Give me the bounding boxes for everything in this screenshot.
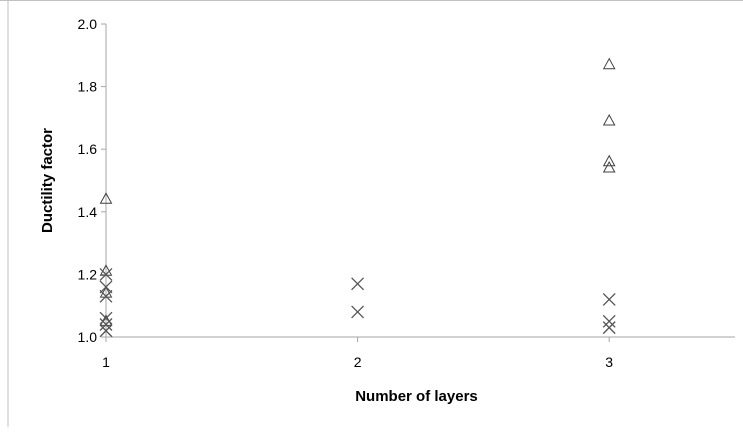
- cross-marker: [99, 311, 113, 325]
- y-tick-label: 1.8: [78, 79, 98, 95]
- cross-marker: [99, 289, 113, 303]
- x-tick-label: 3: [605, 354, 613, 370]
- y-tick-label: 1.2: [78, 266, 98, 282]
- y-tick-label: 1.0: [78, 329, 98, 345]
- triangle-marker: [602, 113, 616, 126]
- triangle-marker: [602, 160, 616, 173]
- x-tick-label: 1: [102, 354, 110, 370]
- y-tick-label: 1.6: [78, 141, 98, 157]
- cross-marker: [602, 314, 616, 328]
- axis-labels: 1.0 1.2 1.4 1.6 1.8 2.0 1 2 3 Number of layers Duc…: [39, 16, 613, 405]
- y-tick-label: 2.0: [78, 16, 98, 32]
- cross-marker: [602, 292, 616, 306]
- y-tick-label: 1.4: [78, 204, 98, 220]
- triangle-marker: [602, 57, 616, 70]
- triangle-marker: [99, 192, 113, 204]
- data-marks: [99, 57, 616, 338]
- cross-marker: [99, 280, 113, 294]
- cross-marker: [99, 267, 113, 281]
- y-axis-title: Ductility factor: [39, 128, 56, 233]
- x-tick-label: 2: [354, 354, 362, 370]
- cross-marker: [99, 324, 113, 338]
- axes: [101, 23, 735, 342]
- cross-marker: [99, 318, 113, 331]
- triangle-marker: [602, 154, 616, 167]
- x-axis-title: Number of layers: [355, 388, 478, 405]
- cross-marker: [602, 321, 616, 335]
- cross-marker: [351, 305, 365, 319]
- cross-marker: [351, 277, 365, 291]
